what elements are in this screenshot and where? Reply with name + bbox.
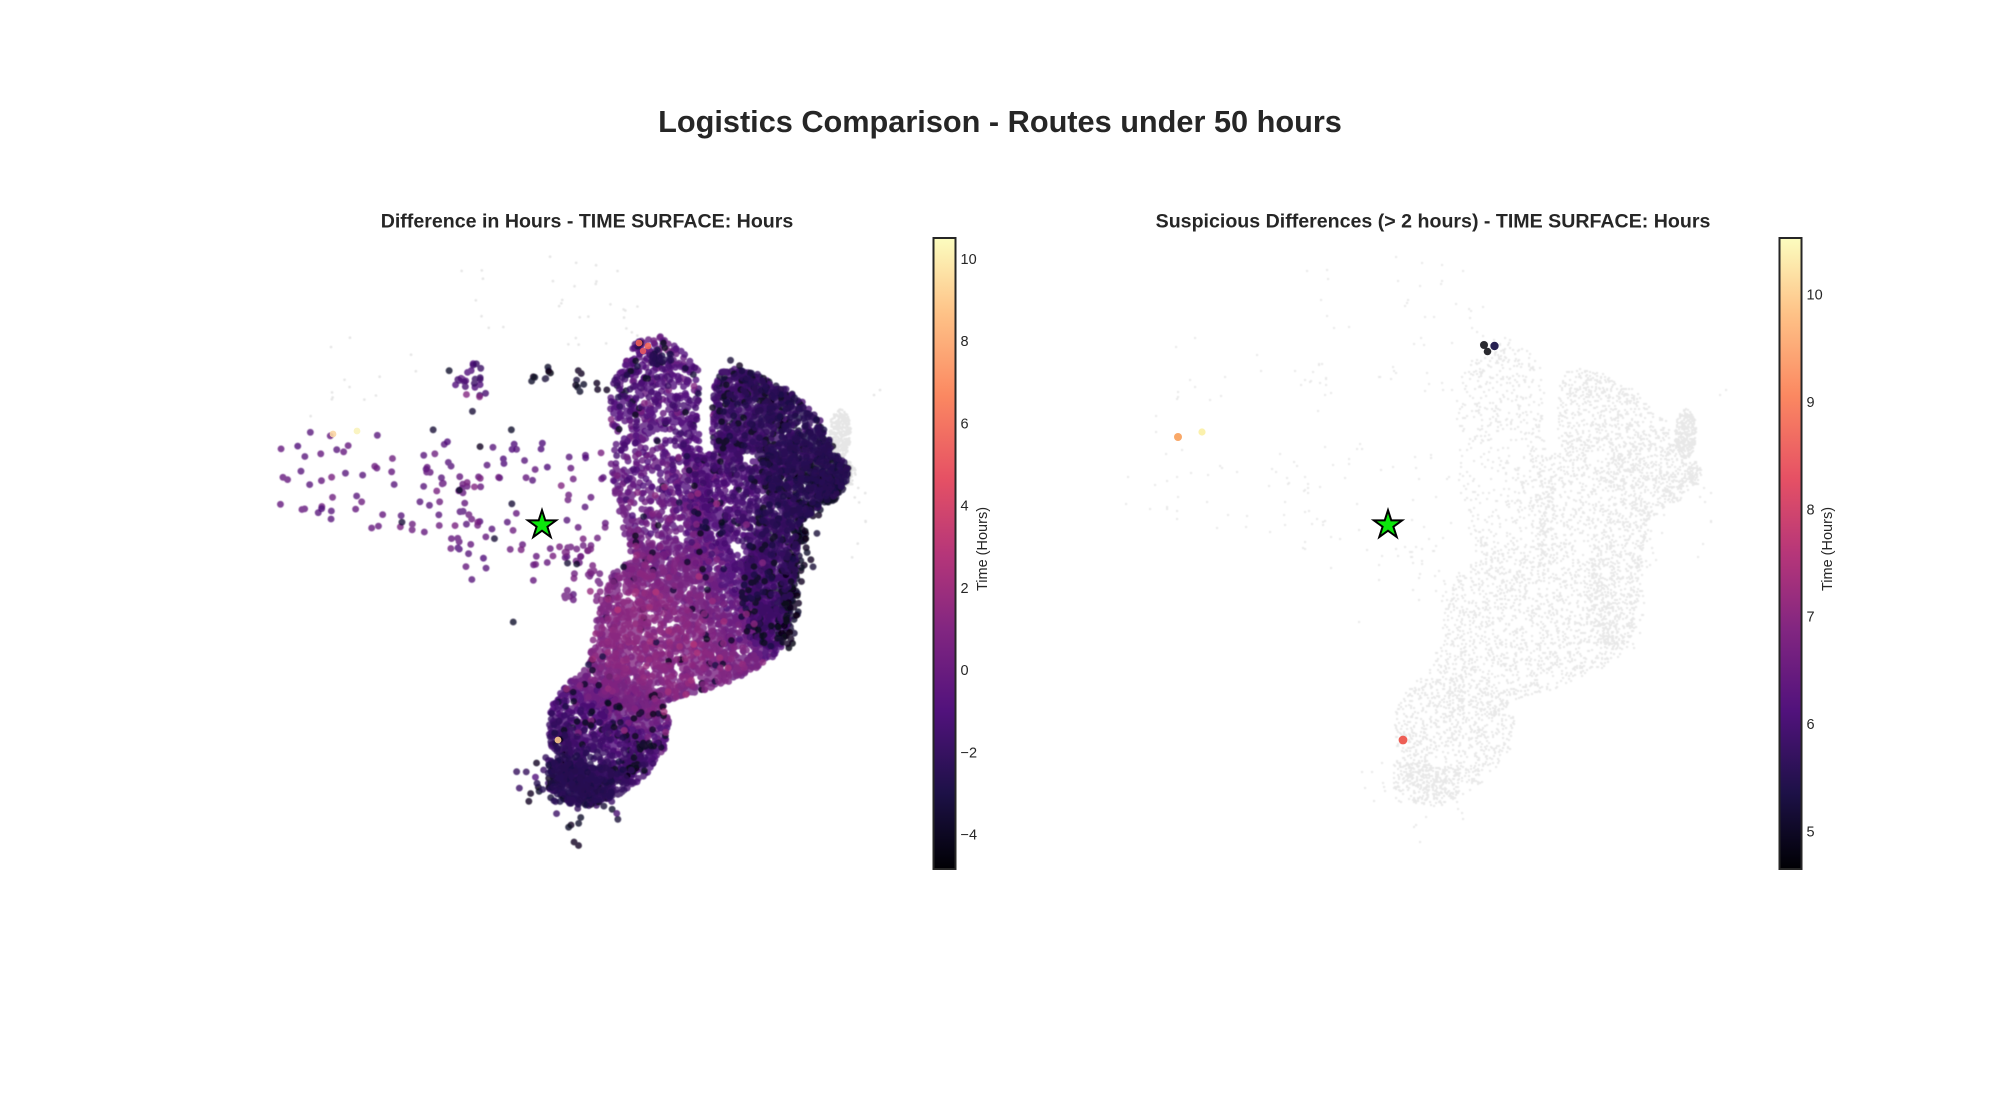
svg-text:Suspicious Differences (> 2 ho: Suspicious Differences (> 2 hours) - TIM… bbox=[1156, 211, 1711, 233]
svg-text:−2: −2 bbox=[961, 745, 978, 761]
svg-text:2: 2 bbox=[961, 581, 969, 597]
svg-text:6: 6 bbox=[961, 416, 969, 432]
svg-text:10: 10 bbox=[961, 252, 977, 268]
svg-text:Time (Hours): Time (Hours) bbox=[975, 507, 991, 591]
svg-text:0: 0 bbox=[961, 663, 969, 679]
svg-text:6: 6 bbox=[1807, 717, 1815, 733]
svg-text:8: 8 bbox=[1807, 502, 1815, 518]
svg-text:9: 9 bbox=[1807, 395, 1815, 411]
svg-text:Difference in Hours - TIME SUR: Difference in Hours - TIME SURFACE: Hour… bbox=[381, 211, 794, 233]
svg-text:Logistics Comparison - Routes: Logistics Comparison - Routes under 50 h… bbox=[658, 104, 1342, 139]
svg-text:Time (Hours): Time (Hours) bbox=[1820, 507, 1836, 591]
svg-text:−4: −4 bbox=[961, 828, 978, 844]
svg-text:5: 5 bbox=[1807, 824, 1815, 840]
svg-text:4: 4 bbox=[961, 499, 969, 515]
svg-text:7: 7 bbox=[1807, 610, 1815, 626]
svg-text:8: 8 bbox=[961, 334, 969, 350]
svg-text:10: 10 bbox=[1807, 288, 1823, 304]
